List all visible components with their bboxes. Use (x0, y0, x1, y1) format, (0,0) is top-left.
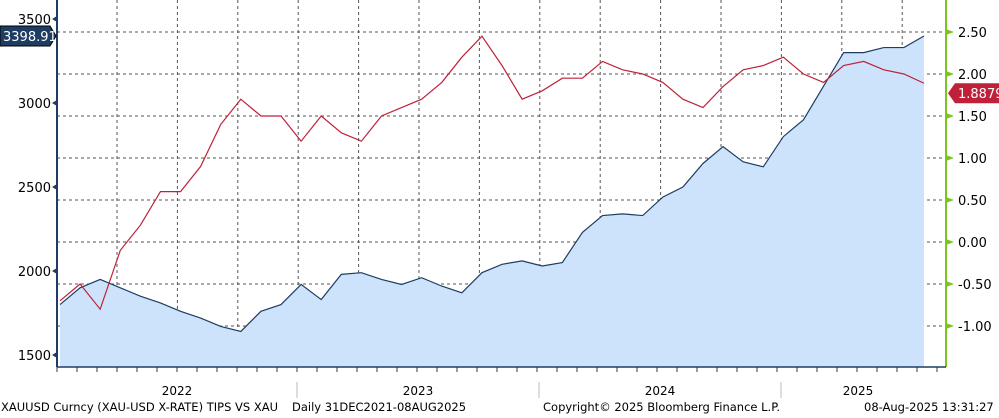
tips-last-value-tag (948, 83, 999, 104)
xauusd-last-value-tag (0, 25, 57, 47)
left-tick-marker (52, 268, 57, 274)
left-tick-marker (52, 100, 57, 106)
right-tick-label: 1.00 (958, 152, 987, 167)
xauusd-last-value: 3398.91 (3, 30, 57, 45)
right-tick-marker (946, 29, 954, 35)
left-tick-label: 2500 (18, 181, 51, 196)
left-tick-marker (52, 16, 57, 22)
left-tick-label: 3000 (18, 97, 51, 112)
x-tick-label: 2024 (645, 384, 676, 398)
right-tick-marker (946, 113, 954, 119)
left-tick-label: 2000 (18, 265, 51, 280)
xauusd-area (60, 35, 924, 368)
right-tick-marker (946, 281, 954, 287)
right-tick-marker (946, 71, 954, 77)
tips-last-value: 1.8879 (958, 87, 999, 102)
right-tick-label: 0.50 (958, 194, 987, 209)
right-tick-marker (946, 155, 954, 161)
left-tick-marker (52, 352, 57, 358)
right-tick-label: -1.00 (958, 320, 992, 335)
footer-period: Daily 31DEC2021-08AUG2025 (292, 400, 467, 414)
footer-timestamp: 08-Aug-2025 13:31:27 (864, 400, 994, 414)
x-tick-label: 2023 (403, 384, 434, 398)
x-tick-label: 2022 (162, 384, 193, 398)
chart: 1500 2000 2500 3000 3500 -1.00 -0.50 0.00 0.50 1.… (0, 0, 999, 398)
right-tick-label: 1.50 (958, 110, 987, 125)
right-tick-marker (946, 239, 954, 245)
x-tick-label: 2025 (843, 384, 874, 398)
left-tick-marker (52, 184, 57, 190)
footer-copyright: Copyright© 2025 Bloomberg Finance L.P. (543, 400, 780, 414)
right-tick-label: -0.50 (958, 278, 992, 293)
right-tick-marker (946, 197, 954, 203)
right-tick-label: 2.50 (958, 26, 987, 41)
footer-title: XAUUSD Curncy (XAU-USD X-RATE) TIPS VS X… (1, 400, 279, 414)
left-tick-label: 1500 (18, 349, 51, 364)
right-tick-label: 0.00 (958, 236, 987, 251)
right-tick-marker (946, 323, 954, 329)
left-tick-label: 3500 (18, 13, 51, 28)
xauusd-line (59, 35, 925, 333)
tips-line (59, 35, 925, 311)
right-tick-label: 2.00 (958, 68, 987, 83)
